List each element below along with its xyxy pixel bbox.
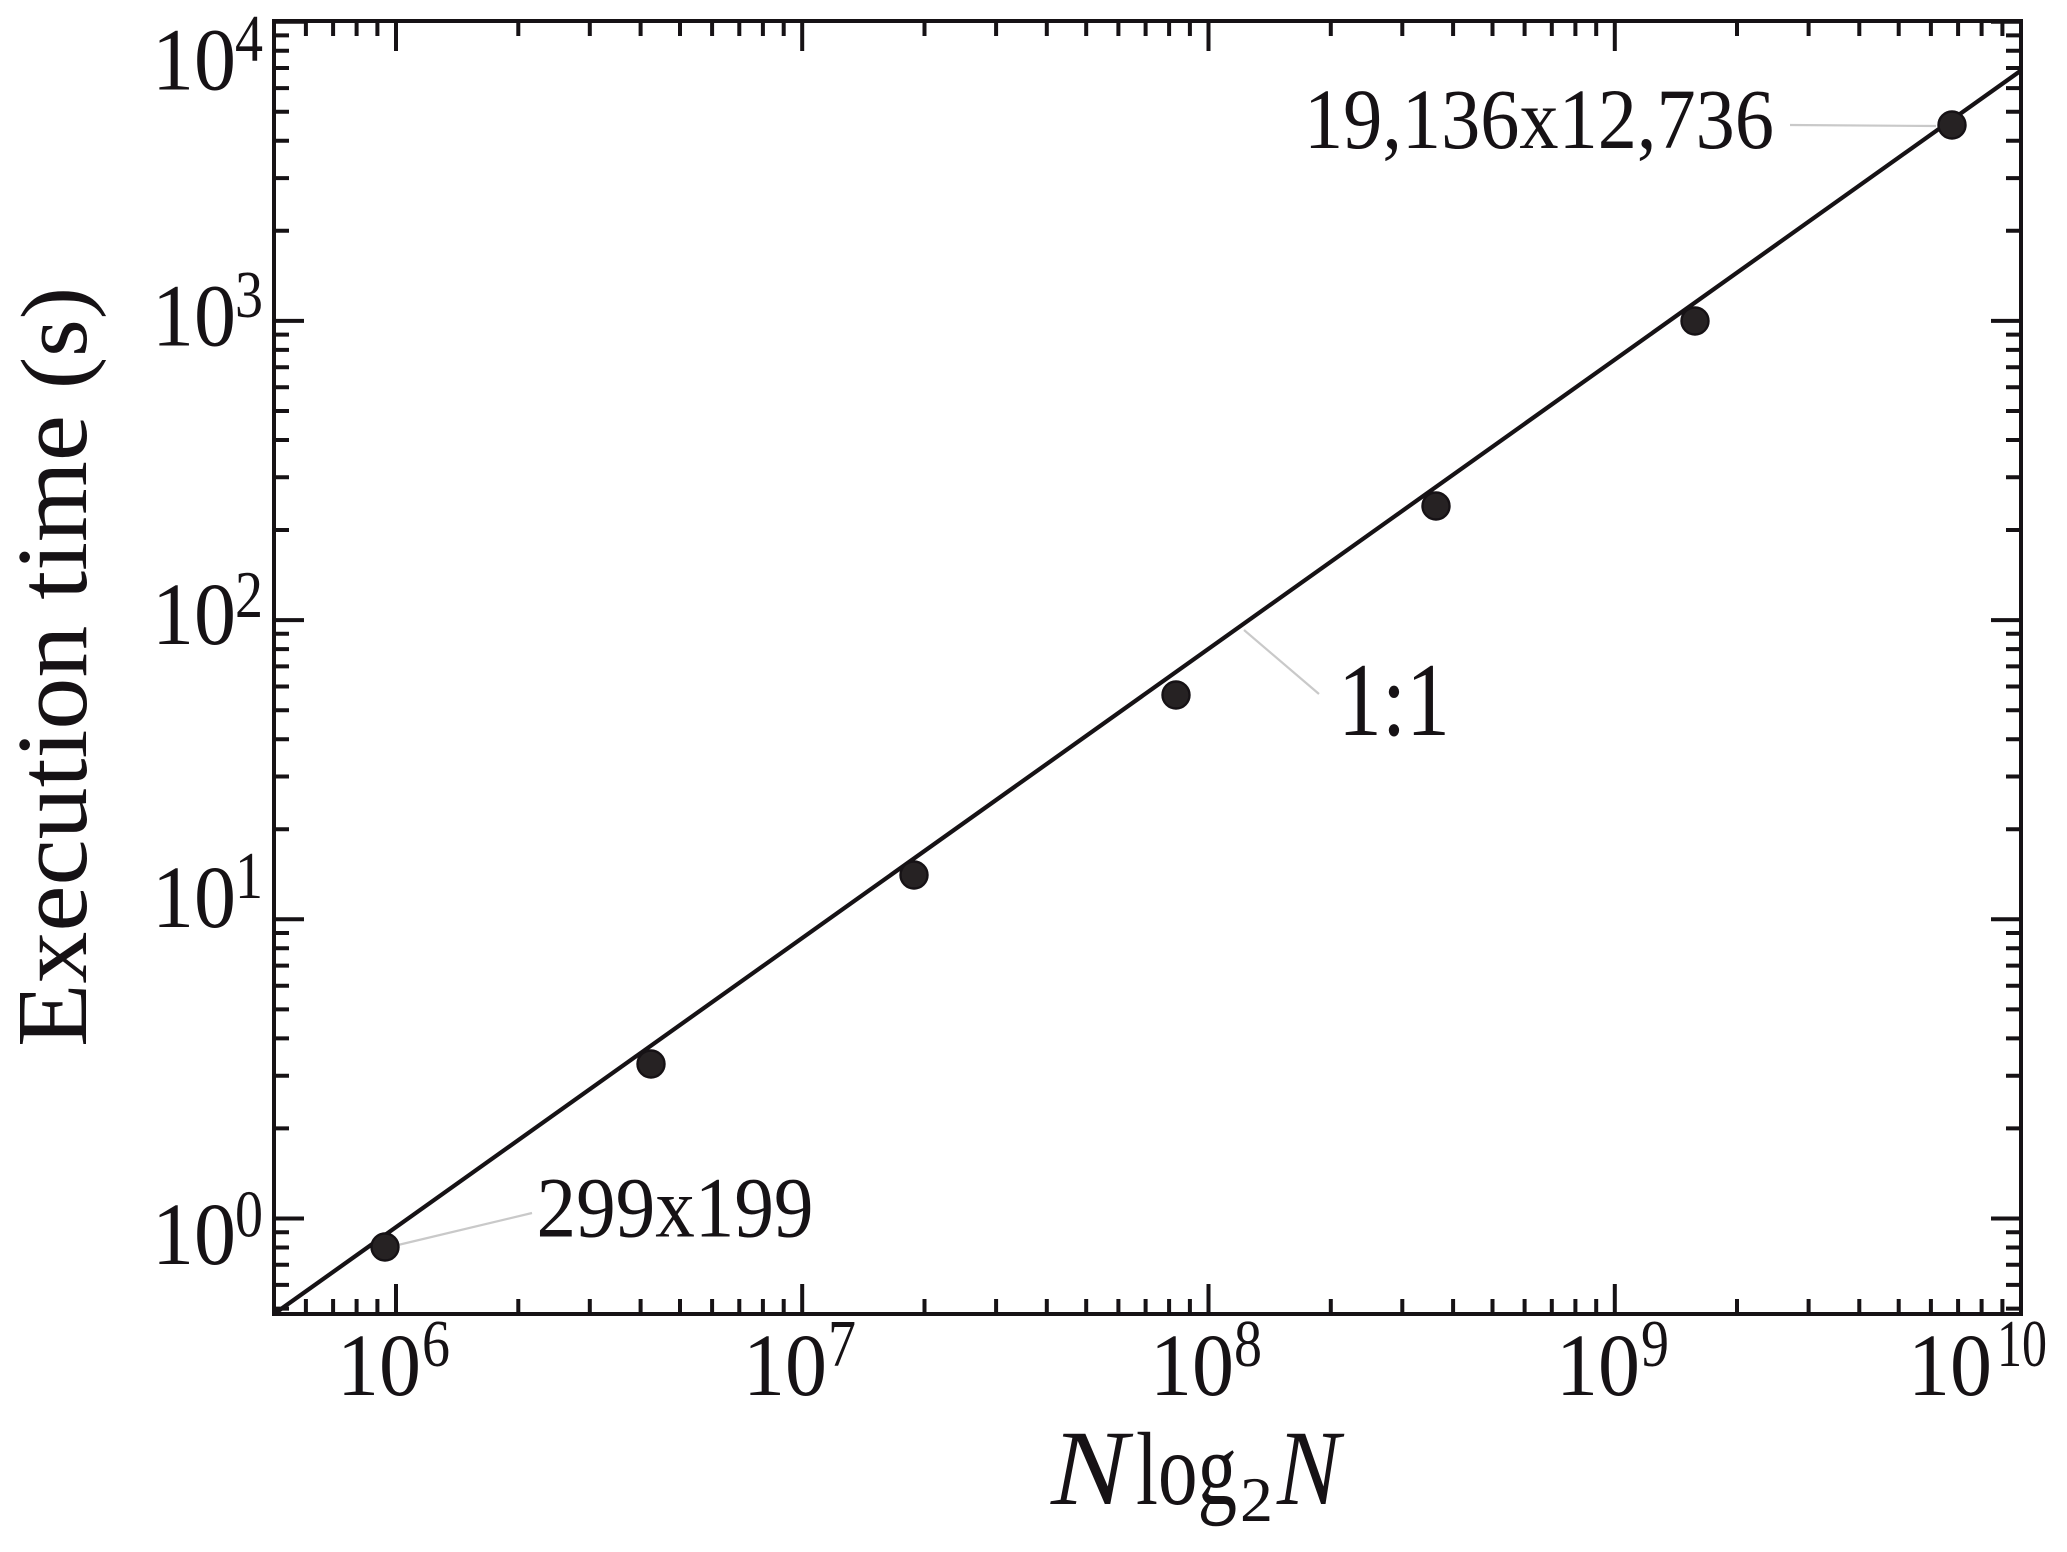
svg-text:10: 10 <box>152 849 236 947</box>
svg-text:10: 10 <box>1556 1317 1640 1415</box>
svg-text:N: N <box>1276 1410 1345 1528</box>
svg-text:0: 0 <box>235 1178 263 1252</box>
svg-text:2: 2 <box>235 558 263 632</box>
svg-text:4: 4 <box>235 2 263 76</box>
svg-text:8: 8 <box>1234 1307 1262 1381</box>
svg-text:2: 2 <box>1240 1464 1273 1535</box>
svg-text:299x199: 299x199 <box>537 1160 814 1256</box>
svg-text:10: 10 <box>1150 1317 1234 1415</box>
svg-text:9: 9 <box>1641 1307 1669 1381</box>
svg-text:N: N <box>1050 1410 1134 1528</box>
svg-text:10: 10 <box>152 1186 236 1284</box>
svg-text:10: 10 <box>1997 1307 2047 1381</box>
svg-text:10: 10 <box>152 566 236 664</box>
svg-text:19,136x12,736: 19,136x12,736 <box>1304 71 1774 167</box>
svg-text:10: 10 <box>743 1317 827 1415</box>
svg-text:10: 10 <box>152 12 236 110</box>
svg-text:10: 10 <box>152 267 236 365</box>
svg-text:log: log <box>1136 1412 1237 1527</box>
svg-text:1: 1 <box>235 839 263 913</box>
svg-text:10: 10 <box>1908 1317 1992 1415</box>
svg-text:Execution time (s): Execution time (s) <box>0 287 108 1047</box>
svg-text:6: 6 <box>422 1307 450 1381</box>
svg-text:10: 10 <box>337 1317 421 1415</box>
svg-text:1:1: 1:1 <box>1338 641 1450 758</box>
svg-text:3: 3 <box>235 258 263 332</box>
svg-text:7: 7 <box>828 1307 856 1381</box>
